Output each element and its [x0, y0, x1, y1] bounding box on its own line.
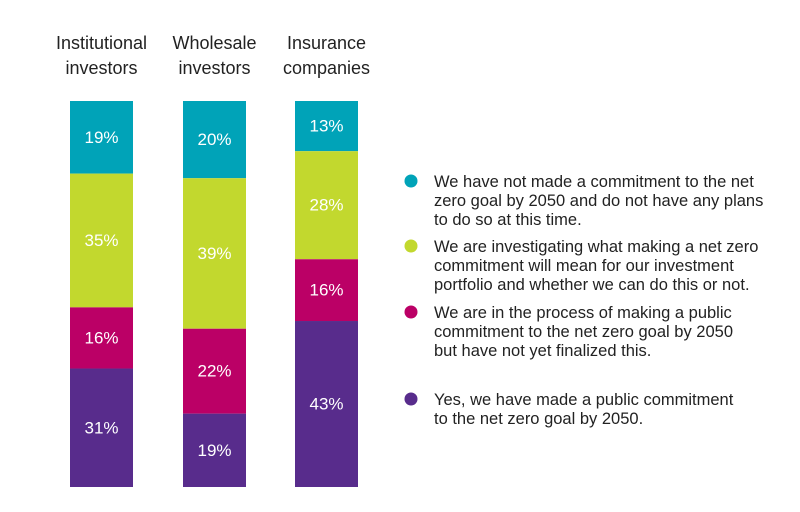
- segment-label: 39%: [197, 244, 231, 263]
- bar-segment: [183, 101, 246, 179]
- bar-segment: [70, 368, 133, 487]
- segment-label: 35%: [84, 231, 118, 250]
- bar-segment: [183, 328, 246, 414]
- bar-segment: [70, 101, 133, 174]
- legend-swatch: [404, 239, 418, 253]
- legend-swatch: [404, 174, 418, 188]
- segment-label: 31%: [84, 418, 118, 437]
- legend-label: to the net zero goal by 2050.: [434, 410, 643, 428]
- segment-label: 19%: [84, 128, 118, 147]
- segment-label: 28%: [309, 196, 343, 215]
- legend-label: zero goal by 2050 and do not have any pl…: [434, 192, 763, 210]
- legend-label: to do so at this time.: [434, 211, 582, 229]
- legend-label: Yes, we have made a public commitment: [434, 391, 734, 409]
- segment-label: 22%: [197, 362, 231, 381]
- legend-label: but have not yet finalized this.: [434, 342, 651, 360]
- legend-label: portfolio and whether we can do this or …: [434, 276, 750, 294]
- bar-segment: [183, 413, 246, 487]
- legend-label: commitment to the net zero goal by 2050: [434, 323, 733, 341]
- legend-swatch: [404, 305, 418, 319]
- category-label: Wholesale: [172, 33, 256, 53]
- bar-segment: [295, 321, 358, 487]
- segment-label: 20%: [197, 130, 231, 149]
- bar-segment: [70, 173, 133, 308]
- category-label: investors: [65, 58, 137, 78]
- bar-segment: [70, 307, 133, 369]
- category-label: companies: [283, 58, 370, 78]
- bar-segment: [295, 151, 358, 260]
- legend-label: We are investigating what making a net z…: [434, 238, 758, 256]
- bar-segment: [183, 178, 246, 329]
- legend-label: commitment will mean for our investment: [434, 257, 734, 275]
- category-label: Insurance: [287, 33, 366, 53]
- category-label: Institutional: [56, 33, 147, 53]
- segment-label: 13%: [309, 117, 343, 136]
- category-label: investors: [178, 58, 250, 78]
- bar-segment: [295, 259, 358, 322]
- segment-label: 16%: [84, 328, 118, 347]
- segment-label: 43%: [309, 395, 343, 414]
- legend-label: We have not made a commitment to the net: [434, 173, 754, 191]
- legend-swatch: [404, 392, 418, 406]
- segment-label: 16%: [309, 281, 343, 300]
- segment-label: 19%: [197, 441, 231, 460]
- legend-label: We are in the process of making a public: [434, 304, 732, 322]
- bar-segment: [295, 101, 358, 152]
